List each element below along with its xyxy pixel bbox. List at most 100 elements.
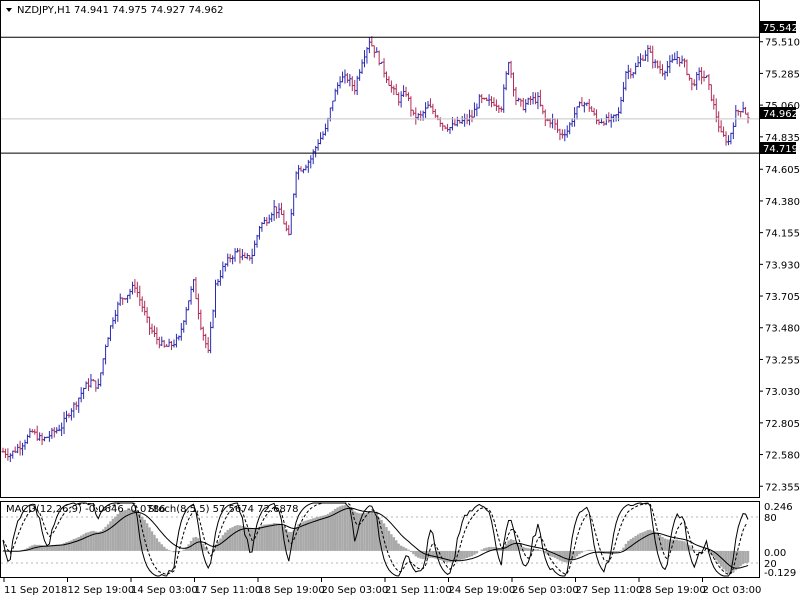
macd-histogram-bar — [739, 551, 741, 566]
macd-histogram-bar — [459, 551, 461, 560]
macd-histogram-bar — [227, 530, 229, 551]
symbol-dropdown-icon[interactable] — [6, 8, 12, 12]
macd-histogram-bar — [578, 551, 580, 554]
macd-histogram-bar — [390, 534, 392, 551]
macd-histogram-bar — [163, 547, 165, 551]
stoch-80-label: 80 — [764, 513, 777, 524]
macd-histogram-bar — [346, 506, 348, 551]
y-tick-label: 73.030 — [765, 387, 800, 398]
macd-histogram-bar — [341, 505, 343, 550]
macd-histogram-bar — [388, 531, 390, 551]
macd-histogram-bar — [229, 528, 231, 551]
macd-histogram-bar — [261, 526, 263, 551]
macd-histogram-bar — [278, 524, 280, 551]
macd-histogram-bar — [183, 550, 185, 551]
macd-histogram-bar — [258, 527, 260, 551]
macd-histogram-bar — [324, 515, 326, 551]
macd-histogram-bar — [234, 526, 236, 551]
macd-histogram-bar — [432, 551, 434, 558]
macd-histogram-bar — [275, 523, 277, 551]
x-tick-label: 28 Sep 19:00 — [639, 585, 706, 596]
macd-histogram-bar — [148, 527, 150, 551]
macd-histogram-bar — [151, 531, 153, 551]
macd-histogram-bar — [398, 544, 400, 551]
y-tick-label: 72.580 — [765, 451, 800, 462]
macd-histogram-bar — [224, 533, 226, 551]
macd-histogram-bar — [576, 551, 578, 556]
macd-histogram-bar — [70, 540, 72, 551]
macd-histogram-bar — [295, 527, 297, 551]
y-tick-label: 75.285 — [765, 69, 800, 80]
macd-histogram-bar — [153, 535, 155, 551]
macd-histogram-bar — [256, 528, 258, 551]
macd-histogram-bar — [322, 516, 324, 551]
macd-histogram-bar — [527, 548, 529, 551]
macd-histogram-bar — [332, 511, 334, 551]
macd-histogram-bar — [334, 509, 336, 551]
macd-histogram-bar — [744, 551, 746, 563]
macd-histogram-bar — [683, 541, 685, 551]
macd-histogram-bar — [307, 520, 309, 551]
x-tick-label: 2 Oct 03:00 — [703, 585, 762, 596]
macd-histogram-bar — [647, 530, 649, 551]
y-tick-label: 73.930 — [765, 260, 800, 271]
macd-histogram-bar — [109, 521, 111, 551]
stoch-label: Stoch(8,5,5) 57.5674 72.6878 — [148, 504, 299, 515]
y-tick-label: 73.705 — [765, 292, 800, 303]
x-tick-label: 27 Sep 11:00 — [576, 585, 643, 596]
macd-histogram-bar — [727, 551, 729, 573]
macd-histogram-bar — [197, 538, 199, 551]
macd-histogram-bar — [444, 551, 446, 562]
main-plot-frame — [1, 1, 760, 498]
macd-histogram-bar — [742, 551, 744, 564]
macd-histogram-bar — [676, 540, 678, 551]
y-tick-label: 73.480 — [765, 324, 800, 335]
macd-histogram-bar — [544, 551, 546, 553]
macd-histogram-bar — [698, 550, 700, 551]
macd-histogram-bar — [270, 524, 272, 551]
x-tick-label: 11 Sep 2018 — [4, 585, 67, 596]
macd-histogram-bar — [461, 551, 463, 560]
macd-histogram-bar — [117, 514, 119, 551]
macd-histogram-bar — [317, 517, 319, 551]
macd-histogram-bar — [319, 516, 321, 551]
macd-histogram-bar — [696, 550, 698, 551]
x-tick-label: 12 Sep 19:00 — [68, 585, 135, 596]
macd-histogram-bar — [371, 512, 373, 551]
macd-histogram-bar — [417, 551, 419, 558]
macd-histogram-bar — [666, 539, 668, 551]
macd-histogram-bar — [639, 533, 641, 551]
macd-histogram-bar — [314, 518, 316, 551]
macd-histogram-bar — [327, 514, 329, 551]
macd-histogram-bar — [617, 551, 619, 552]
macd-histogram-bar — [78, 537, 80, 551]
y-tick-label: 72.355 — [765, 482, 800, 493]
macd-histogram-bar — [539, 550, 541, 551]
macd-histogram-bar — [75, 538, 77, 551]
macd-histogram-bar — [236, 525, 238, 551]
macd-histogram-bar — [36, 545, 38, 551]
macd-histogram-bar — [156, 538, 158, 551]
macd-histogram-bar — [134, 510, 136, 551]
x-tick-label: 21 Sep 11:00 — [385, 585, 452, 596]
macd-histogram-bar — [476, 551, 478, 554]
macd-histogram-bar — [485, 548, 487, 551]
current-price-label: 74.962 — [763, 109, 798, 120]
macd-histogram-bar — [566, 551, 568, 562]
macd-histogram-bar — [681, 541, 683, 551]
macd-histogram-bar — [466, 551, 468, 558]
macd-histogram-bar — [402, 547, 404, 551]
macd-histogram-bar — [463, 551, 465, 559]
macd-histogram-bar — [473, 551, 475, 555]
symbol-name: NZDJPY,H1 — [17, 5, 71, 16]
macd-histogram-bar — [649, 530, 651, 551]
macd-histogram-bar — [534, 549, 536, 551]
macd-histogram-bar — [637, 534, 639, 551]
y-tick-label: 72.805 — [765, 419, 800, 430]
macd-histogram-bar — [336, 507, 338, 551]
macd-histogram-bar — [537, 549, 539, 551]
macd-histogram-bar — [131, 509, 133, 550]
macd-histogram-bar — [85, 533, 87, 551]
